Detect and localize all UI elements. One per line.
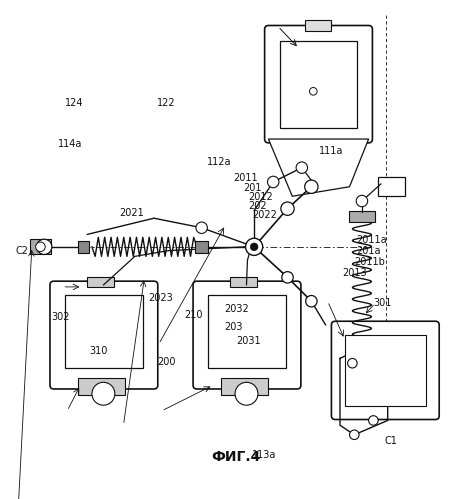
- Bar: [305, 20, 331, 31]
- Text: 2022: 2022: [252, 210, 277, 220]
- Text: 113a: 113a: [252, 450, 276, 460]
- Circle shape: [306, 295, 317, 307]
- Text: 2011: 2011: [234, 173, 258, 183]
- Text: 2031: 2031: [236, 336, 261, 346]
- Bar: [195, 241, 208, 252]
- Bar: [208, 294, 286, 368]
- Bar: [349, 211, 375, 222]
- Text: 2023: 2023: [148, 293, 173, 303]
- FancyBboxPatch shape: [265, 25, 372, 143]
- Circle shape: [92, 382, 115, 405]
- Text: 112a: 112a: [207, 157, 231, 167]
- Bar: [77, 241, 89, 252]
- Text: 203: 203: [225, 322, 243, 332]
- Text: 114a: 114a: [58, 139, 83, 149]
- Circle shape: [281, 202, 294, 216]
- Circle shape: [196, 222, 207, 234]
- Polygon shape: [269, 139, 369, 196]
- Text: 111a: 111a: [319, 146, 344, 156]
- Bar: [230, 277, 257, 287]
- Bar: [345, 335, 426, 406]
- Bar: [77, 378, 126, 395]
- Circle shape: [268, 176, 279, 188]
- Circle shape: [36, 242, 45, 251]
- Text: ФИГ.4: ФИГ.4: [211, 450, 261, 464]
- Bar: [87, 277, 114, 287]
- Bar: [221, 378, 269, 395]
- Text: 2012: 2012: [249, 192, 273, 202]
- Text: 301: 301: [373, 298, 392, 308]
- Text: 2032: 2032: [225, 304, 250, 314]
- FancyBboxPatch shape: [331, 321, 439, 420]
- Text: 201: 201: [243, 183, 261, 193]
- Text: 310: 310: [90, 346, 108, 356]
- Text: 124: 124: [65, 98, 84, 108]
- Circle shape: [37, 239, 52, 254]
- Circle shape: [310, 87, 317, 95]
- FancyBboxPatch shape: [50, 281, 158, 389]
- Bar: [65, 294, 143, 368]
- Circle shape: [356, 195, 368, 207]
- Circle shape: [250, 243, 258, 250]
- FancyBboxPatch shape: [193, 281, 301, 389]
- Text: 2021: 2021: [119, 208, 143, 218]
- Text: 201a: 201a: [357, 246, 381, 255]
- Circle shape: [350, 430, 359, 440]
- Text: 202: 202: [249, 202, 267, 212]
- Bar: [30, 239, 51, 254]
- Circle shape: [282, 271, 293, 283]
- Circle shape: [235, 382, 258, 405]
- Circle shape: [245, 238, 263, 255]
- Text: 302: 302: [51, 312, 70, 322]
- Text: 200: 200: [157, 357, 176, 367]
- Circle shape: [347, 358, 357, 368]
- Circle shape: [296, 162, 308, 173]
- Text: 2011b: 2011b: [354, 256, 385, 266]
- Text: 210: 210: [184, 310, 202, 320]
- Bar: [349, 347, 375, 358]
- Bar: [280, 41, 357, 128]
- Circle shape: [305, 180, 318, 194]
- Text: C1: C1: [385, 436, 397, 446]
- Circle shape: [369, 416, 378, 425]
- Text: 122: 122: [157, 98, 176, 108]
- Bar: [378, 177, 405, 196]
- Text: C2: C2: [16, 246, 28, 255]
- Text: 2013: 2013: [342, 268, 366, 278]
- Text: 2011a: 2011a: [357, 235, 388, 245]
